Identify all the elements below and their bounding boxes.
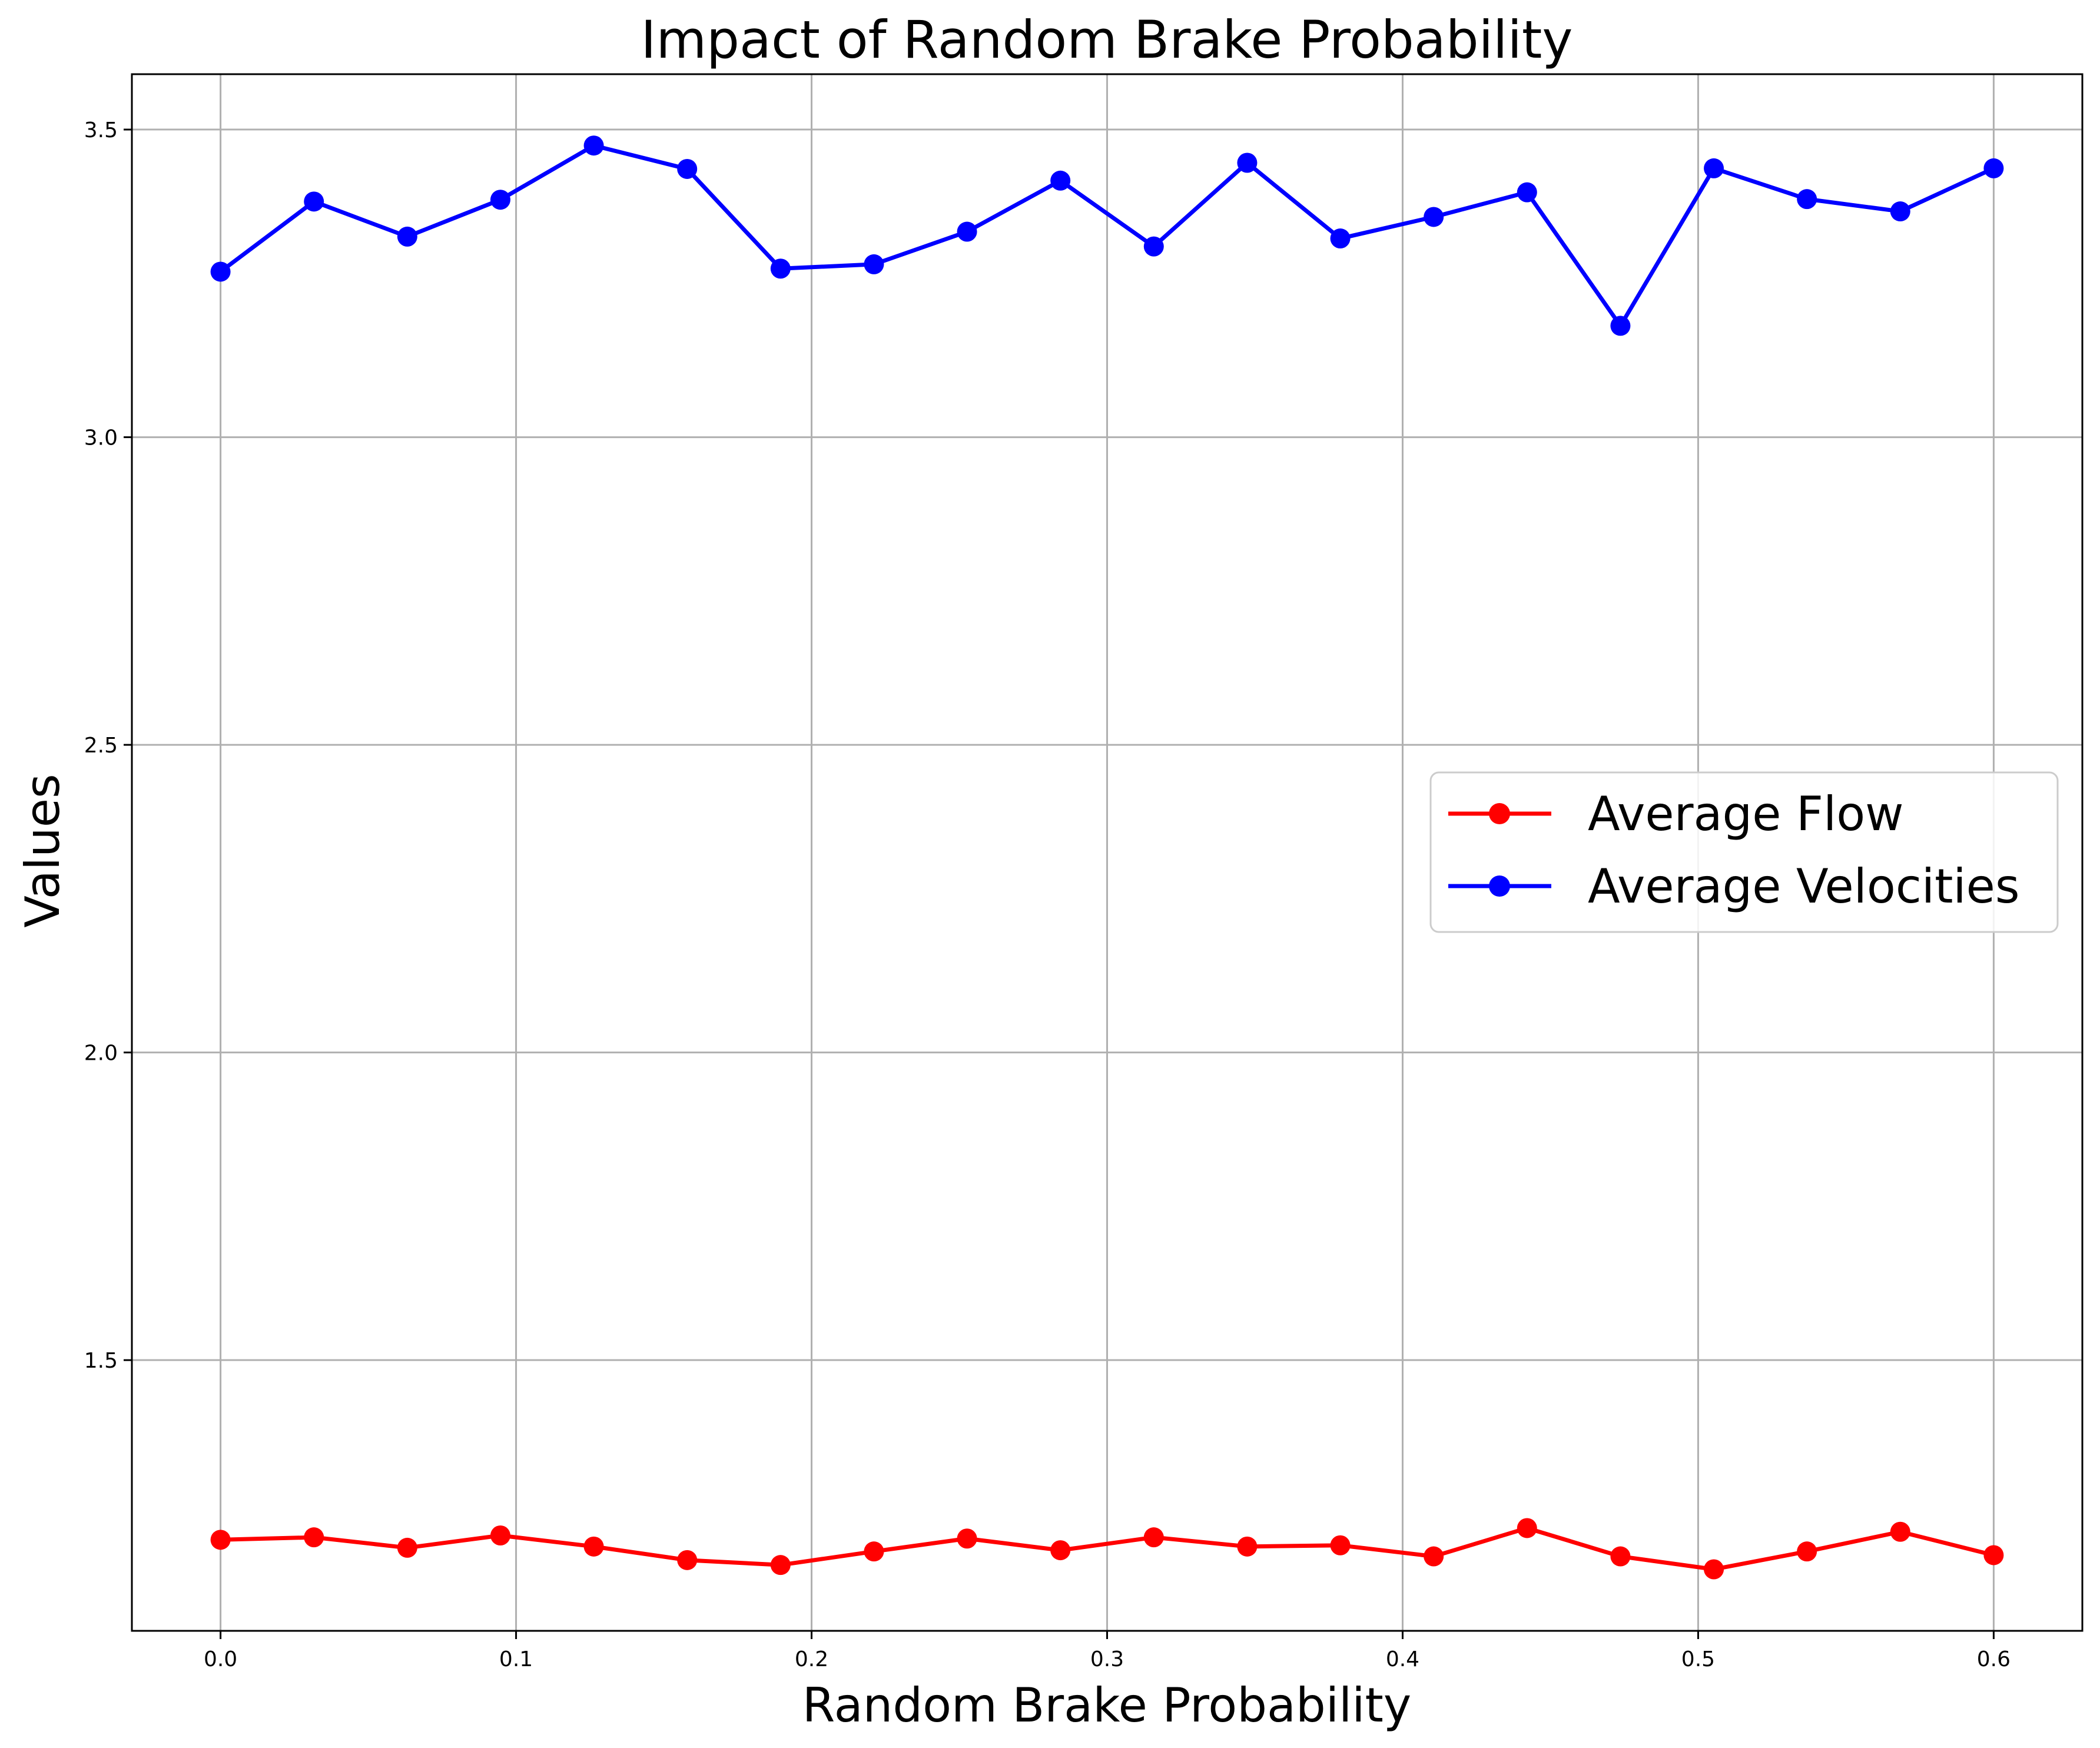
x-tick-label: 0.5	[1681, 1647, 1715, 1671]
data-point-average-flow	[1983, 1545, 2004, 1565]
x-tick-label: 0.3	[1090, 1647, 1124, 1671]
data-point-average-flow	[1517, 1518, 1537, 1538]
data-point-average-velocities	[304, 191, 324, 212]
series-line-average-flow	[220, 1525, 1995, 1571]
x-tick-label: 0.6	[1977, 1647, 2011, 1671]
legend-label-average-flow: Average Flow	[1588, 787, 1904, 841]
y-tick-label: 2.5	[84, 734, 118, 758]
data-point-average-flow	[397, 1537, 417, 1558]
data-point-average-velocities	[1797, 189, 1817, 210]
data-point-average-velocities	[490, 190, 510, 210]
data-point-average-flow	[957, 1528, 977, 1549]
y-tick-label: 2.0	[84, 1041, 118, 1066]
y-tick-label: 3.0	[84, 426, 118, 450]
data-point-average-velocities	[1890, 201, 1910, 222]
y-axis-label: Values	[15, 774, 70, 927]
legend-item-average-flow: Average Flow	[1448, 787, 1904, 841]
data-point-average-velocities	[583, 135, 604, 156]
x-axis-label: Random Brake Probability	[802, 1678, 1411, 1733]
x-axis-ticks: 0.0 0.1 0.2 0.3 0.4 0.5 0.6	[204, 1631, 2011, 1671]
data-point-average-flow	[770, 1555, 791, 1575]
data-point-average-velocities	[1424, 207, 1444, 227]
data-point-average-flow	[210, 1530, 231, 1550]
series-average-velocities	[210, 135, 2004, 336]
x-tick-label: 0.1	[499, 1647, 533, 1671]
x-tick-label: 0.2	[795, 1647, 828, 1671]
data-point-average-flow	[1237, 1536, 1258, 1557]
data-point-average-flow	[1704, 1559, 1724, 1580]
y-tick-label: 1.5	[84, 1349, 118, 1373]
data-point-average-flow	[1610, 1546, 1631, 1567]
legend: Average Flow Average Velocities	[1429, 771, 2059, 933]
data-point-average-velocities	[1050, 170, 1071, 191]
data-point-average-velocities	[1330, 228, 1351, 249]
legend-label-average-velocities: Average Velocities	[1588, 859, 2020, 914]
data-point-average-velocities	[397, 226, 417, 247]
data-point-average-velocities	[1610, 316, 1631, 336]
data-point-average-flow	[677, 1550, 698, 1570]
data-point-average-flow	[490, 1525, 510, 1546]
x-tick-label: 0.0	[204, 1647, 237, 1671]
data-point-average-flow	[864, 1541, 884, 1562]
chart-title: Impact of Random Brake Probability	[641, 9, 1572, 70]
data-point-average-velocities	[1237, 152, 1258, 173]
series-line-average-velocities	[219, 143, 1995, 328]
data-point-average-flow	[1143, 1527, 1164, 1548]
y-axis-ticks: 1.5 2.0 2.5 3.0 3.5	[84, 118, 132, 1373]
data-point-average-flow	[1050, 1540, 1071, 1561]
data-point-average-flow	[583, 1536, 604, 1557]
legend-marker-average-velocities	[1489, 875, 1510, 897]
data-point-average-velocities	[770, 258, 791, 279]
data-point-average-velocities	[1704, 158, 1724, 178]
y-tick-label: 3.5	[84, 118, 118, 142]
data-point-average-flow	[1797, 1541, 1817, 1562]
data-point-average-velocities	[210, 261, 231, 282]
series-layer	[210, 135, 2004, 1580]
data-point-average-velocities	[1983, 158, 2004, 178]
grid-lines	[132, 74, 2082, 1631]
series-average-flow	[210, 1518, 2004, 1580]
data-point-average-velocities	[957, 221, 977, 242]
legend-box	[1429, 771, 2059, 933]
data-point-average-flow	[1330, 1535, 1351, 1555]
legend-item-average-velocities: Average Velocities	[1448, 859, 2020, 914]
data-point-average-velocities	[1517, 182, 1537, 203]
legend-marker-average-flow	[1489, 803, 1510, 824]
data-point-average-velocities	[677, 158, 698, 179]
data-point-average-flow	[1890, 1521, 1910, 1542]
data-point-average-velocities	[864, 254, 884, 274]
data-point-average-flow	[1424, 1546, 1444, 1567]
data-point-average-velocities	[1143, 236, 1164, 257]
data-point-average-flow	[304, 1527, 324, 1548]
x-tick-label: 0.4	[1386, 1647, 1419, 1671]
